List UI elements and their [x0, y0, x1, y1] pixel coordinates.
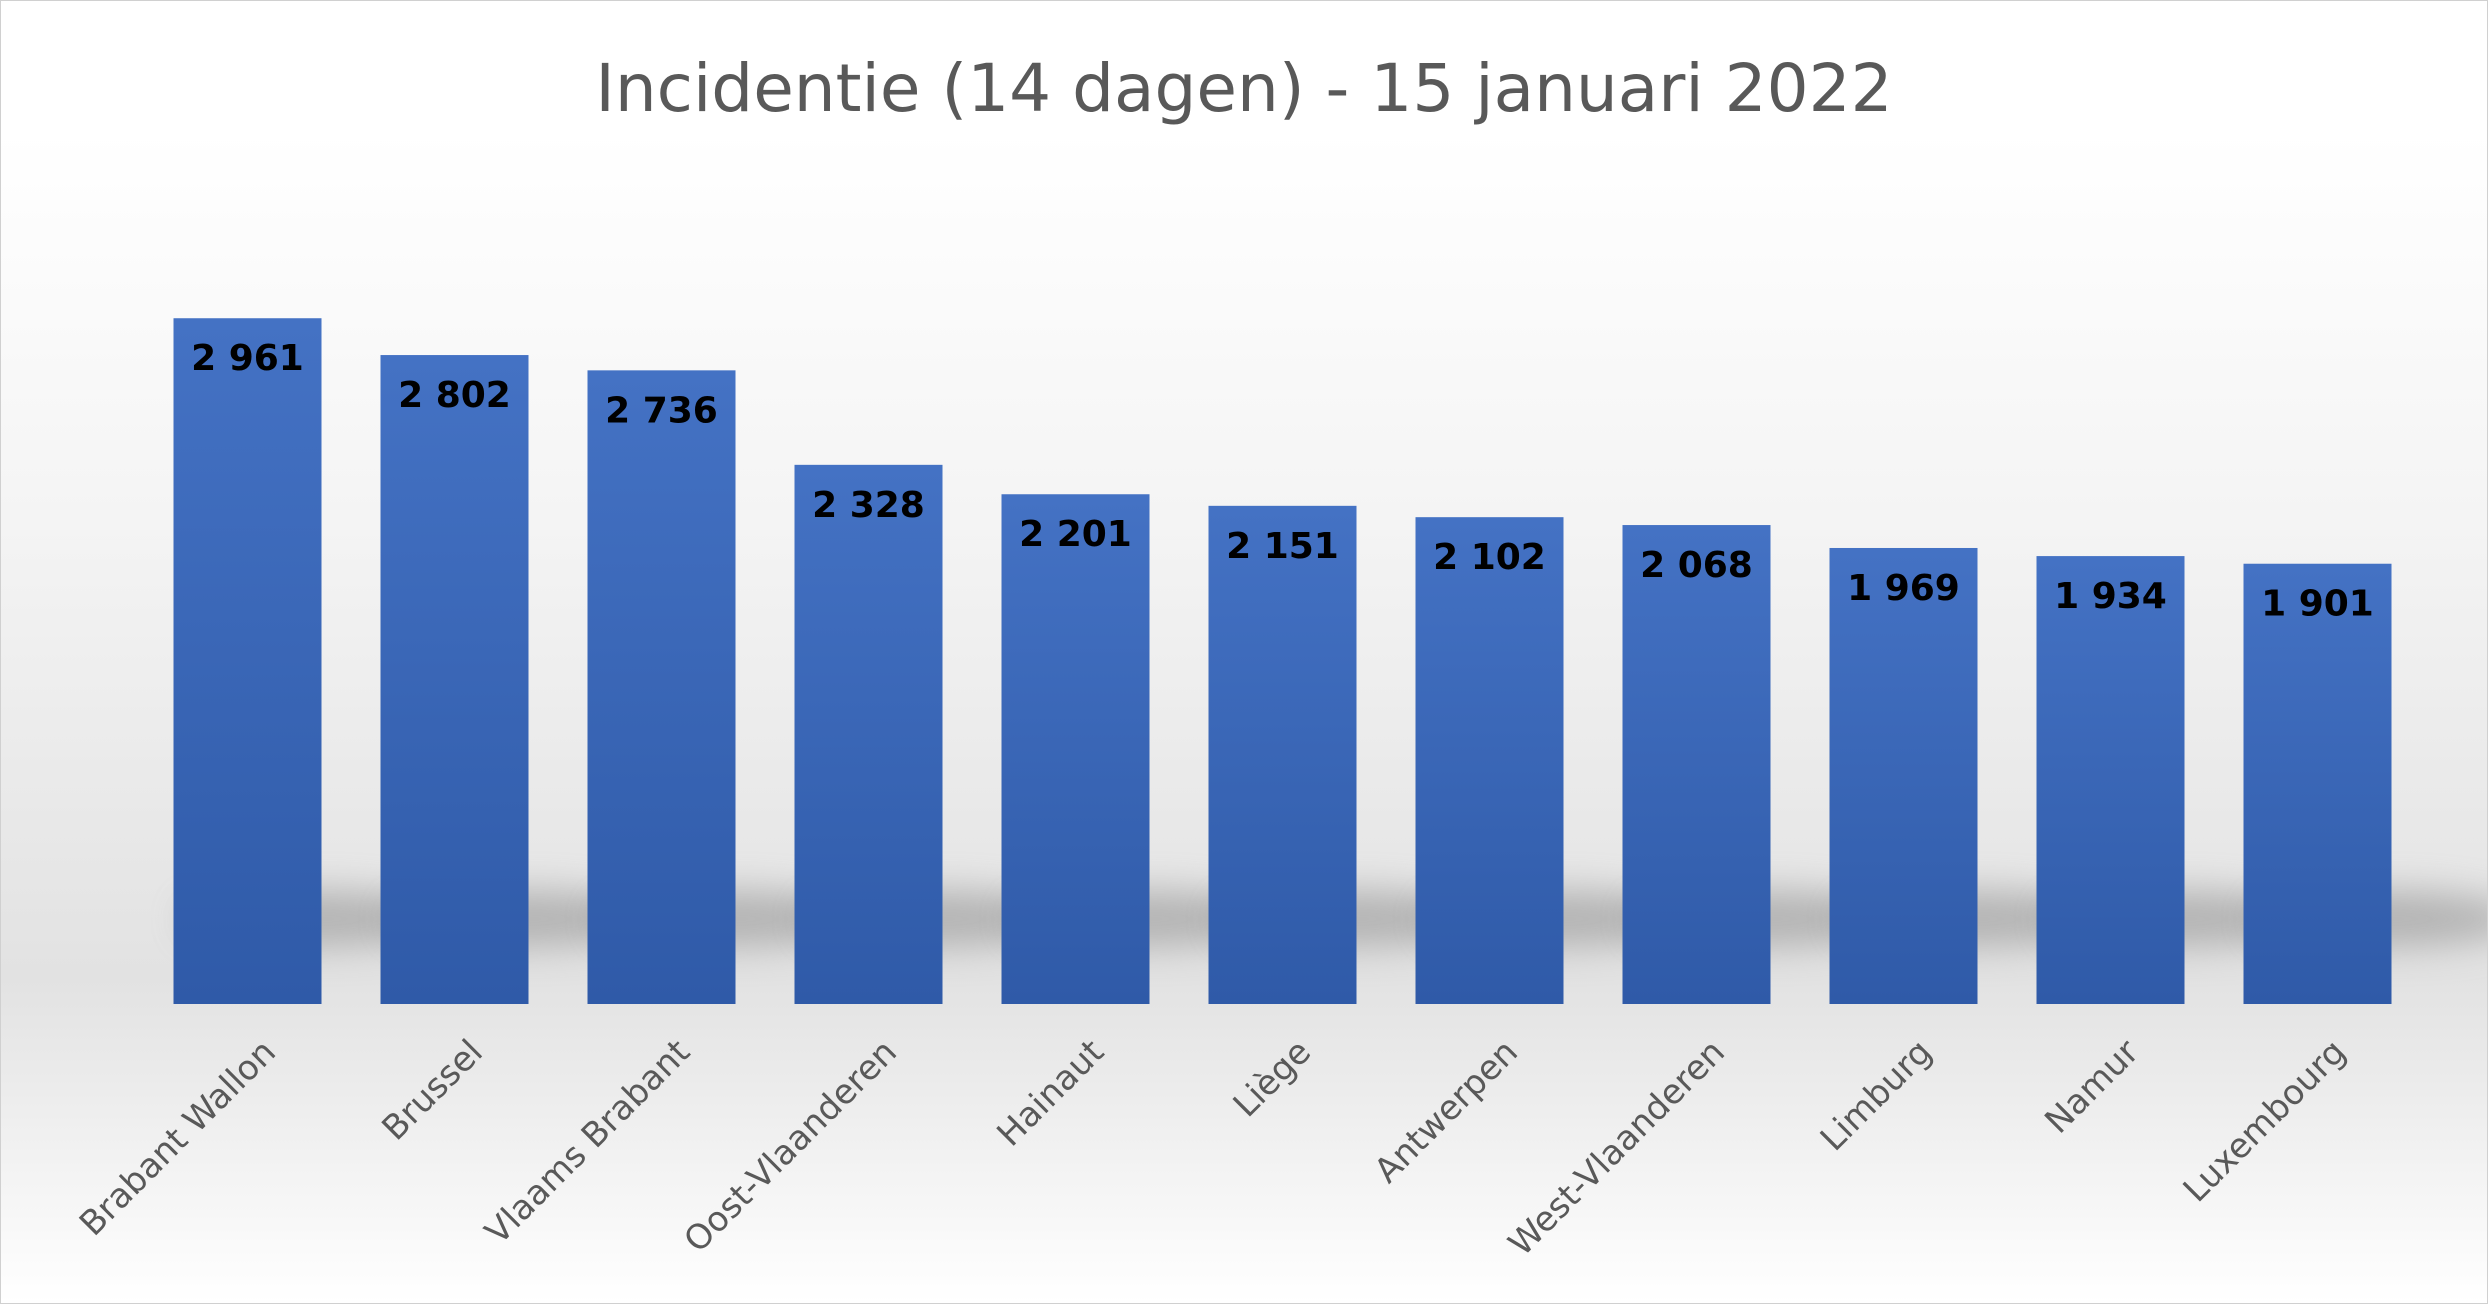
x-tick-label: Brussel — [374, 1032, 490, 1148]
data-label: 2 961 — [191, 338, 304, 379]
x-tick-label: Antwerpen — [1367, 1032, 1526, 1191]
x-tick-label: Luxembourg — [2176, 1032, 2354, 1210]
x-tick-label: Limburg — [1813, 1032, 1940, 1159]
data-label: 1 901 — [2261, 584, 2374, 625]
x-tick-label: Oost-Vlaanderen — [676, 1032, 904, 1260]
bar-hainaut — [1001, 494, 1150, 1004]
bar-oost-vlaanderen — [794, 464, 943, 1004]
data-label: 2 151 — [1226, 526, 1339, 567]
data-label: 2 802 — [398, 375, 511, 416]
bar-vlaams-brabant — [587, 370, 736, 1004]
bar-luxembourg — [2243, 563, 2392, 1004]
x-tick-label: West-Vlaanderen — [1501, 1032, 1733, 1264]
data-label: 1 969 — [1847, 568, 1960, 609]
x-tick-label: Liège — [1226, 1032, 1319, 1125]
data-label: 2 201 — [1019, 514, 1132, 555]
value-labels: 2 961 2 802 2 736 2 328 2 201 2 151 2 102 2 068… — [191, 338, 2374, 624]
bar-namur — [2036, 556, 2185, 1004]
data-label: 2 736 — [605, 390, 718, 431]
bar-brabant-wallon — [173, 318, 322, 1004]
bar-limburg — [1829, 547, 1978, 1004]
data-label: 2 328 — [812, 485, 925, 526]
x-tick-label: Hainaut — [989, 1032, 1111, 1154]
bars — [173, 318, 2392, 1005]
data-label: 1 934 — [2054, 576, 2167, 617]
bar-west-vlaanderen — [1622, 525, 1771, 1004]
data-label: 2 102 — [1433, 537, 1546, 578]
chart-title: Incidentie (14 dagen) - 15 januari 2022 — [595, 50, 1892, 127]
bar-antwerpen — [1415, 517, 1564, 1004]
data-label: 2 068 — [1640, 545, 1753, 586]
bar-brussel — [380, 355, 529, 1005]
x-tick-label: Namur — [2037, 1032, 2147, 1142]
x-tick-label: Brabant Wallon — [72, 1032, 284, 1244]
x-tick-label: Vlaams Brabant — [478, 1032, 698, 1252]
bar-li-ge — [1208, 505, 1357, 1004]
